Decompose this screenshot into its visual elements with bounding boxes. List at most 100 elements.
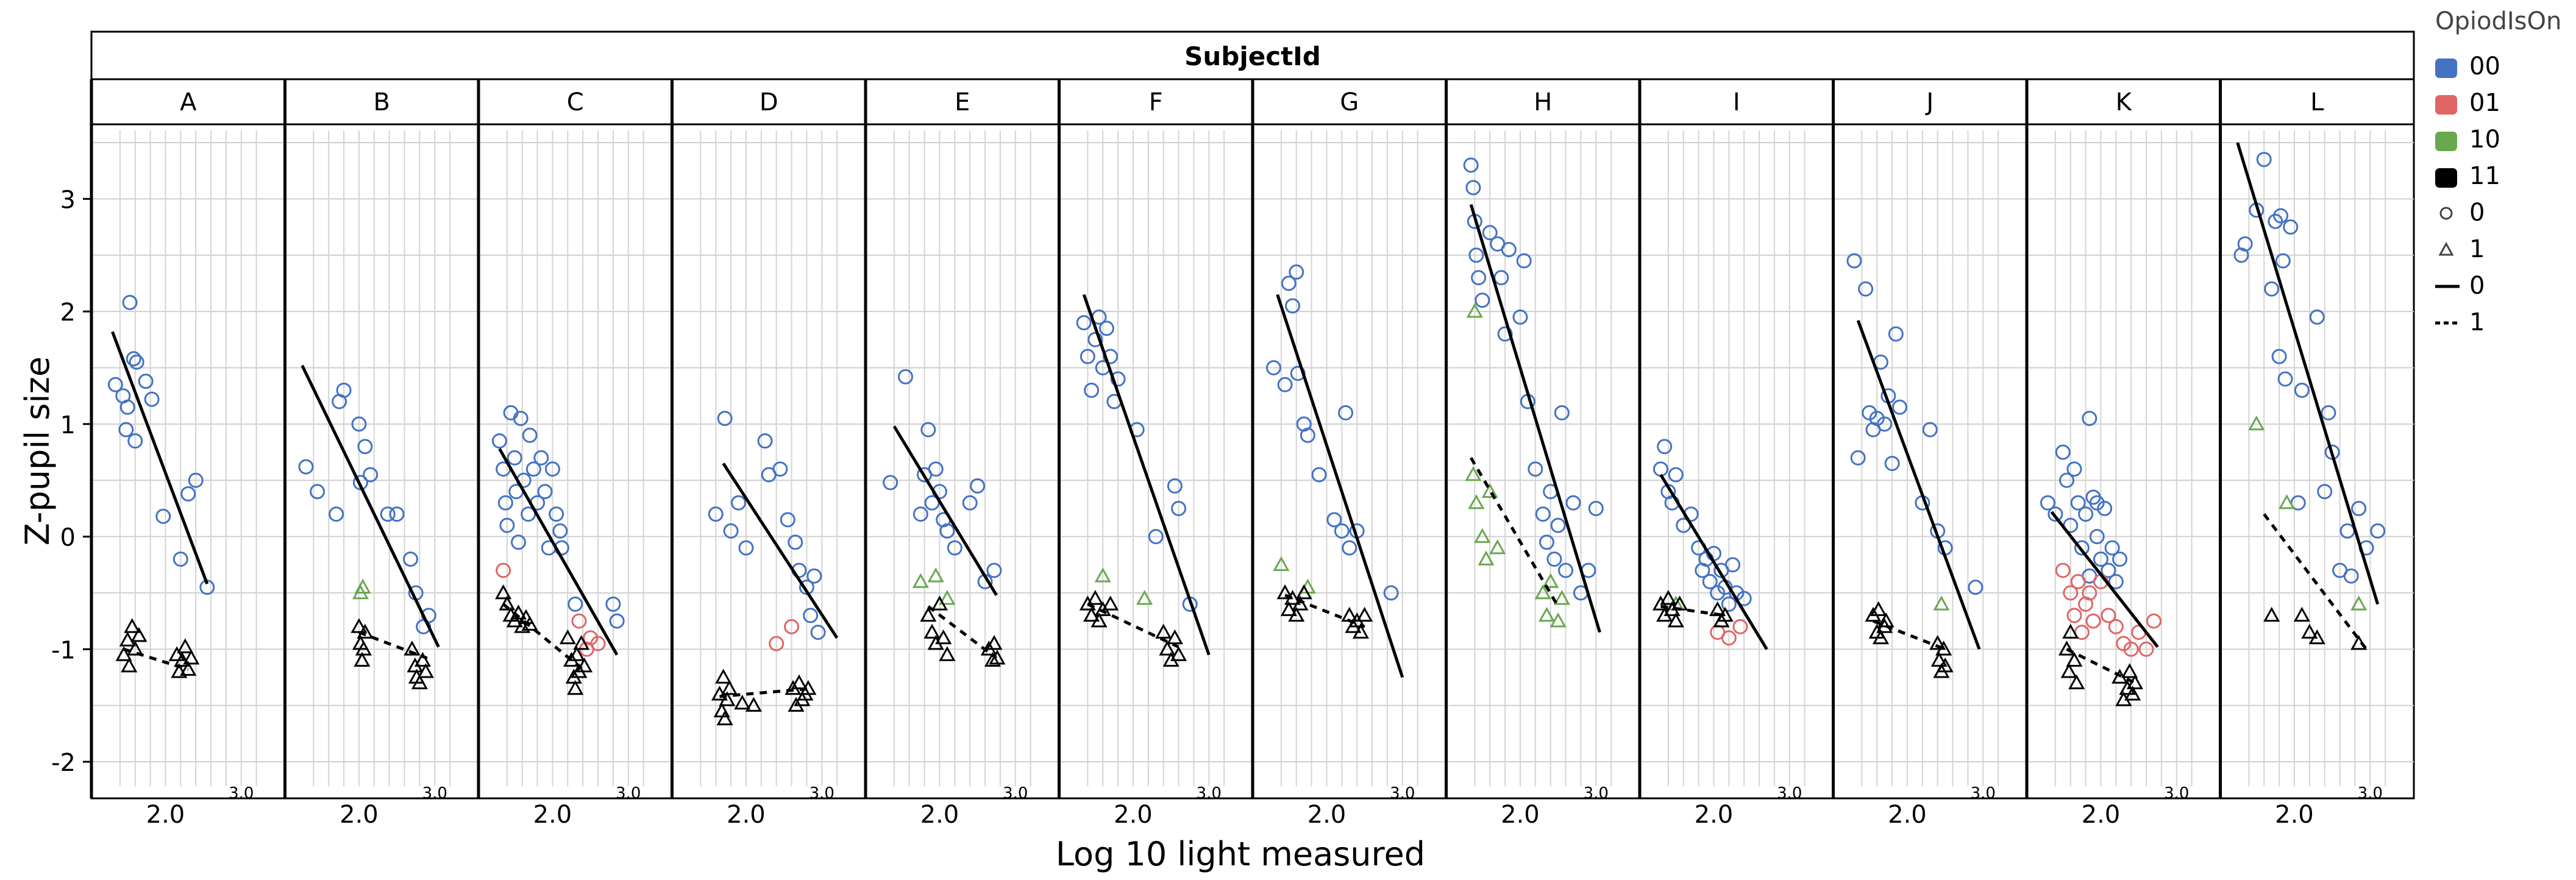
fit-line-solid — [498, 448, 619, 656]
data-point-circle — [898, 369, 914, 385]
legend-marker-label: 0 — [2469, 199, 2485, 227]
panel-strip-label: F — [1149, 88, 1163, 116]
y-tick-label: 0 — [60, 524, 76, 552]
data-point-circle — [2082, 585, 2097, 601]
panel-strip — [864, 78, 1060, 126]
data-point-circle — [788, 534, 803, 550]
data-point-triangle — [355, 640, 372, 656]
x-tick-label: 2.0 — [1888, 801, 1927, 829]
fit-line-dashed — [1284, 594, 1365, 628]
data-point-triangle — [1094, 567, 1111, 583]
data-point-circle — [1076, 315, 1092, 331]
x-tick-label: 3.0 — [809, 784, 834, 803]
data-point-circle — [525, 461, 541, 477]
panel-strip — [2219, 78, 2415, 126]
data-point-circle — [2273, 208, 2289, 224]
data-point-circle — [2275, 253, 2291, 269]
data-point-circle — [1554, 405, 1570, 420]
data-point-circle — [1558, 562, 1574, 578]
panel-strip-label: B — [374, 88, 390, 116]
data-point-triangle — [1102, 595, 1119, 611]
data-point-circle — [549, 506, 564, 522]
data-point-triangle — [1550, 612, 1567, 628]
panel-j: J 2.0 3.0 — [1832, 78, 2028, 829]
x-tick-label: 3.0 — [1777, 784, 1802, 803]
data-point-circle — [499, 517, 515, 533]
data-point-circle — [1080, 349, 1095, 364]
data-point-circle — [1565, 495, 1581, 511]
data-point-triangle — [2263, 606, 2280, 622]
data-point-circle — [928, 461, 944, 477]
data-point-circle — [497, 495, 513, 511]
data-point-circle — [1657, 439, 1673, 455]
data-point-circle — [806, 568, 822, 584]
data-point-triangle — [115, 646, 132, 661]
data-point-circle — [568, 596, 583, 612]
data-point-circle — [1468, 247, 1484, 263]
data-point-circle — [2370, 523, 2386, 539]
x-tick-label: 3.0 — [1197, 784, 1222, 803]
data-point-triangle — [1474, 528, 1491, 543]
data-point-circle — [2256, 152, 2272, 168]
fit-line-dashed — [1087, 603, 1179, 648]
data-point-triangle — [2248, 415, 2265, 431]
data-point-circle — [138, 374, 154, 389]
x-tick-label: 2.0 — [146, 801, 185, 829]
data-point-triangle — [986, 634, 1003, 650]
data-point-triangle — [2121, 663, 2138, 678]
data-point-circle — [1463, 157, 1479, 173]
data-point-circle — [155, 508, 171, 524]
fit-line-solid — [1082, 294, 1211, 656]
fit-line-solid — [111, 331, 209, 585]
data-point-triangle — [719, 691, 736, 706]
data-point-circle — [2343, 568, 2359, 584]
data-point-circle — [1342, 540, 1357, 556]
data-point-circle — [2138, 641, 2154, 657]
data-point-circle — [380, 506, 396, 522]
data-point-circle — [351, 416, 367, 432]
data-point-circle — [1501, 241, 1517, 257]
data-point-triangle — [1937, 657, 1954, 673]
data-point-circle — [357, 439, 373, 455]
data-point-triangle — [1481, 483, 1498, 498]
panel-f: F 2.0 3.0 — [1058, 78, 1254, 829]
data-point-triangle — [414, 651, 431, 667]
data-point-triangle — [171, 663, 188, 678]
data-point-triangle — [1466, 303, 1483, 318]
data-point-circle — [2108, 619, 2124, 634]
subject-header-label: SubjectId — [1184, 41, 1321, 71]
legend-color-swatch — [2435, 59, 2457, 78]
data-point-circle — [513, 411, 528, 427]
data-point-triangle — [1465, 466, 1482, 481]
data-point-triangle — [119, 631, 136, 647]
data-point-circle — [1512, 309, 1528, 325]
data-point-circle — [107, 377, 123, 392]
data-point-circle — [1482, 225, 1498, 241]
legend-color-label: 11 — [2469, 162, 2500, 190]
x-tick-label: 2.0 — [533, 801, 572, 829]
data-point-triangle — [1352, 623, 1369, 639]
data-point-circle — [1110, 371, 1126, 387]
data-point-triangle — [1083, 606, 1100, 622]
data-point-circle — [122, 294, 138, 310]
subject-header-box — [90, 30, 2415, 80]
x-tick-label: 3.0 — [1390, 784, 1415, 803]
data-point-circle — [970, 478, 986, 494]
data-point-triangle — [2068, 674, 2085, 689]
data-point-circle — [496, 562, 511, 578]
panel-strip-label: A — [180, 88, 197, 116]
data-point-circle — [2089, 495, 2105, 511]
data-point-triangle — [1288, 606, 1305, 622]
data-point-circle — [1968, 580, 1984, 595]
data-point-circle — [1892, 399, 1908, 415]
data-point-circle — [310, 484, 326, 500]
data-point-triangle — [745, 697, 762, 712]
data-point-circle — [1550, 517, 1566, 533]
data-point-triangle — [183, 649, 200, 665]
data-point-circle — [129, 354, 144, 370]
legend-line-label: 1 — [2469, 308, 2485, 336]
data-point-circle — [2059, 472, 2075, 488]
data-point-circle — [1281, 275, 1297, 291]
panel-strip — [90, 78, 286, 126]
data-point-triangle — [923, 623, 941, 639]
